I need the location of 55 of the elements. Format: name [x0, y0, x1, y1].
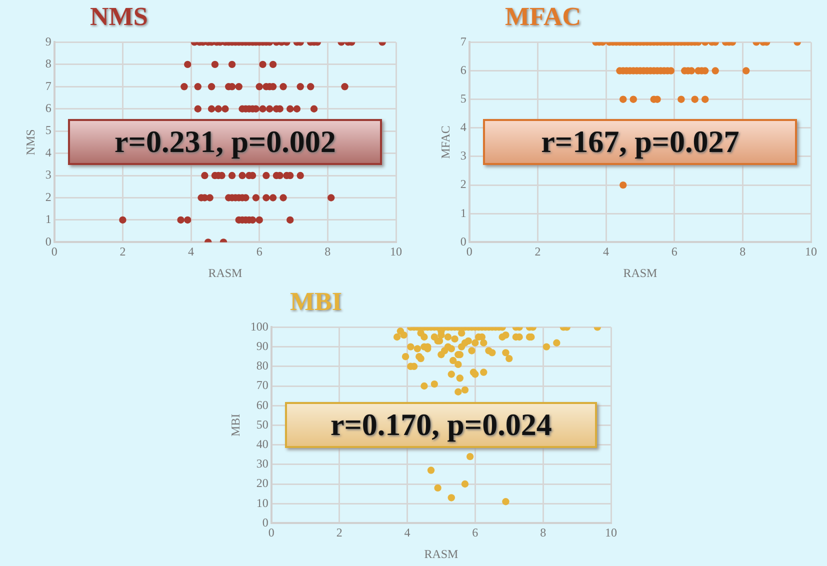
y-tick-label: 80 [256, 358, 268, 373]
y-tick-label: 0 [262, 515, 268, 530]
y-tick-label: 60 [256, 398, 268, 412]
x-tick-label: 2 [336, 526, 342, 540]
y-tick-label: 6 [45, 101, 52, 116]
x-tick-label: 8 [540, 526, 546, 540]
x-tick-label: 2 [534, 244, 541, 259]
x-tick-label: 10 [390, 244, 402, 259]
x-tick-label: 10 [605, 526, 617, 540]
x-tick-label: 10 [805, 244, 817, 259]
chart-title: MBI [290, 287, 342, 317]
y-tick-label: 4 [460, 120, 466, 134]
x-tick-label: 8 [740, 244, 746, 259]
y-tick-label: 7 [460, 34, 466, 48]
y-tick-label: 2 [45, 190, 52, 204]
y-tick-label: 1 [460, 206, 466, 220]
y-tick-label: 50 [256, 417, 268, 432]
y-axis-title: NMS [23, 129, 38, 156]
x-tick-label: 6 [671, 244, 678, 259]
y-tick-label: 3 [45, 168, 52, 182]
y-tick-label: 40 [256, 436, 268, 451]
chart-title: MFAC [505, 2, 582, 32]
y-tick-label: 70 [256, 378, 268, 392]
y-tick-label: 5 [45, 123, 52, 138]
y-tick-label: 0 [460, 234, 466, 248]
x-tick-label: 4 [603, 244, 610, 259]
y-tick-label: 7 [45, 78, 52, 93]
y-tick-label: 20 [256, 476, 268, 490]
x-tick-label: 8 [324, 244, 331, 259]
y-tick-label: 0 [45, 234, 52, 248]
x-tick-label: 4 [404, 526, 410, 540]
x-tick-label: 2 [120, 244, 126, 259]
y-tick-label: 30 [256, 456, 268, 471]
y-tick-label: 3 [460, 148, 466, 163]
callout-box: r=167, p=0.027 [483, 119, 798, 166]
y-axis-title: MBI [228, 414, 242, 437]
y-tick-label: 1 [45, 212, 52, 226]
x-axis-title: RASM [208, 266, 243, 280]
y-tick-label: 90 [256, 338, 268, 353]
y-axis-title: MFAC [438, 126, 452, 159]
y-tick-label: 6 [460, 62, 466, 77]
y-tick-label: 10 [256, 496, 268, 510]
y-tick-label: 4 [45, 145, 52, 160]
x-axis-title: RASM [424, 546, 459, 561]
y-tick-label: 100 [250, 319, 268, 334]
y-tick-label: 9 [45, 34, 52, 48]
y-tick-label: 8 [45, 56, 52, 71]
callout-box: r=0.170, p=0.024 [284, 402, 598, 448]
callout-box: r=0.231, p=0.002 [68, 119, 382, 166]
y-tick-label: 2 [460, 177, 466, 192]
x-axis-title: RASM [623, 266, 658, 280]
y-tick-label: 5 [460, 92, 466, 106]
x-tick-label: 4 [188, 244, 194, 259]
chart-title: NMS [90, 2, 148, 32]
x-tick-label: 6 [472, 526, 478, 540]
